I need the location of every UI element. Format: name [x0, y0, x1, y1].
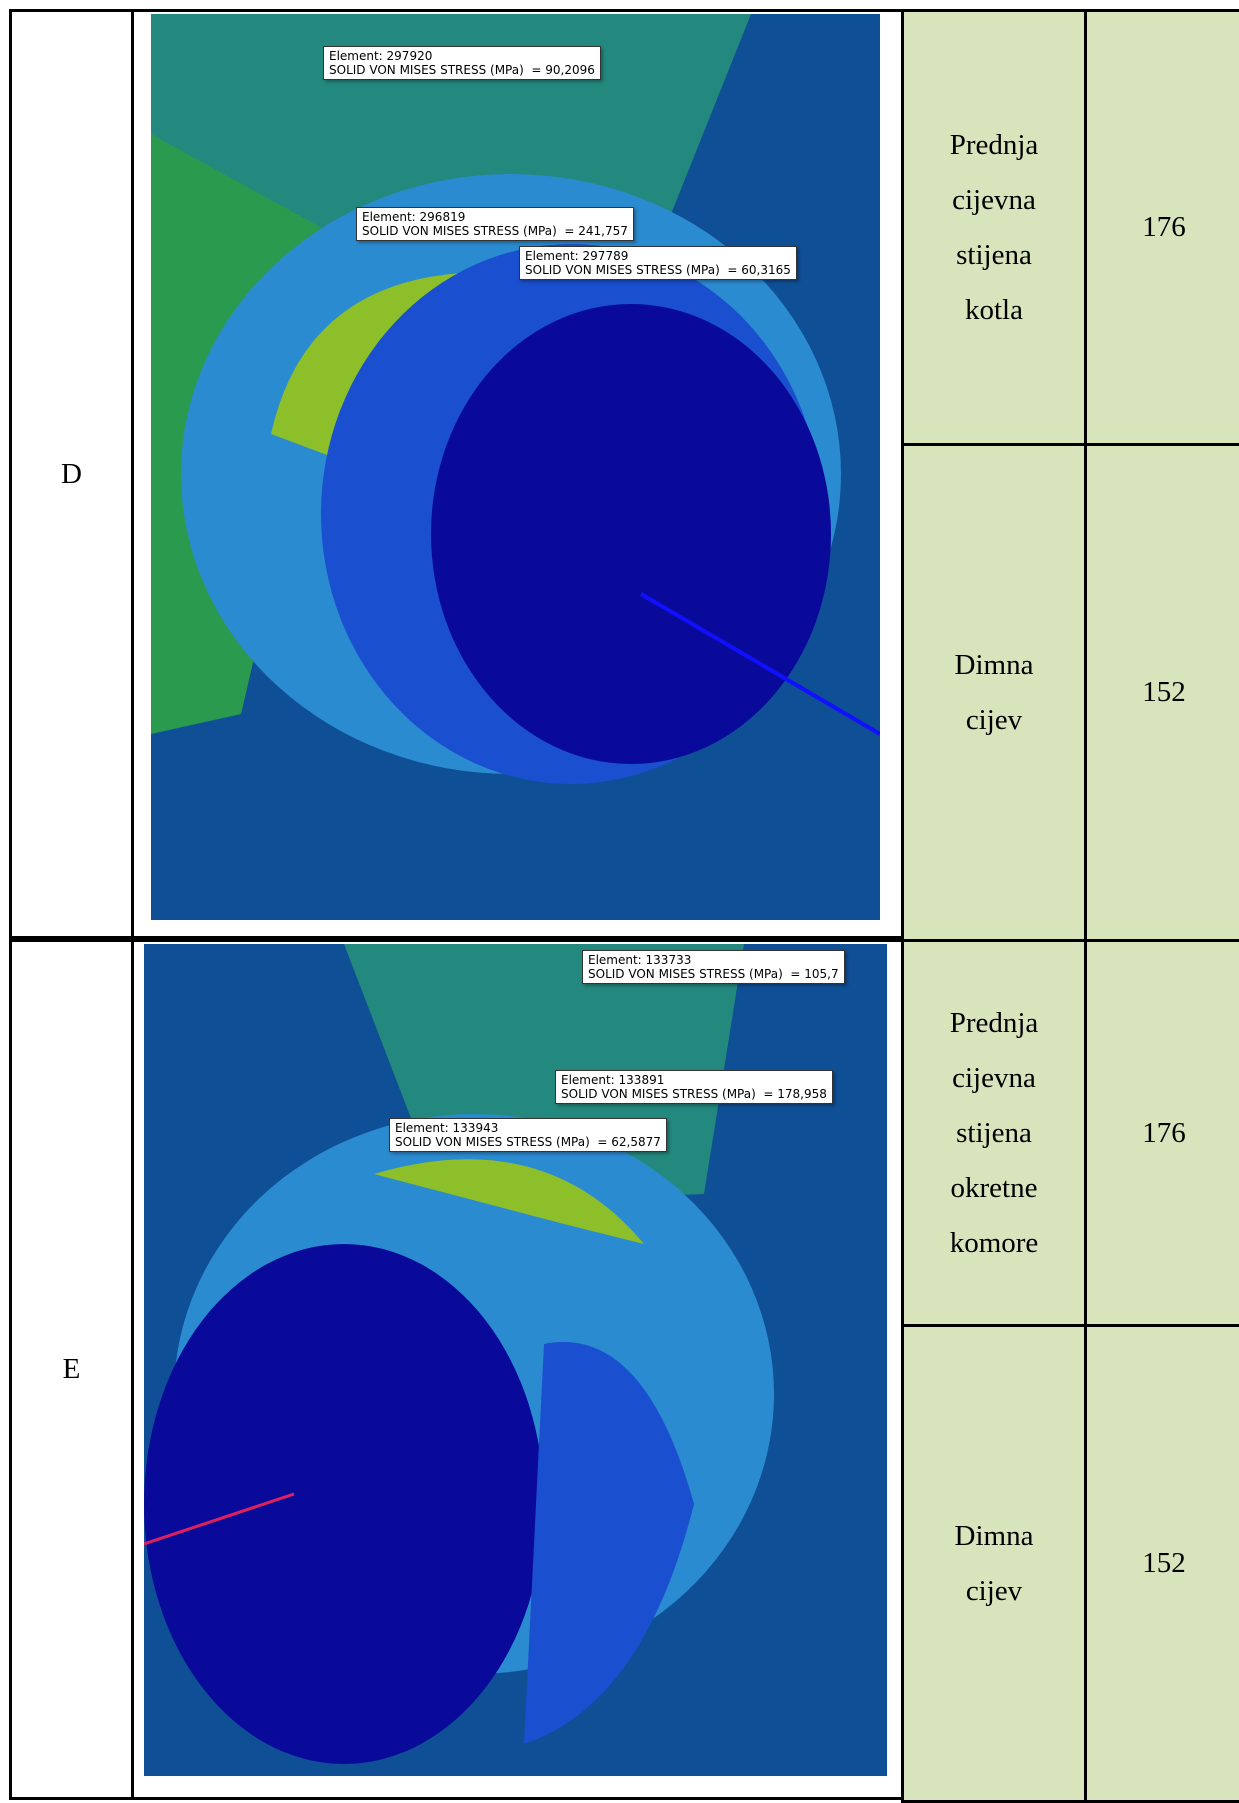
callout-element: Element: 133891 — [561, 1073, 665, 1087]
row-label: D — [9, 9, 134, 939]
callout: Element: 297789 SOLID VON MISES STRESS (M… — [519, 246, 797, 280]
callout-stress: SOLID VON MISES STRESS (MPa) = 90,2096 — [329, 63, 595, 77]
callout: Element: 133733 SOLID VON MISES STRESS (M… — [582, 950, 845, 984]
part-cell: Prednja cijevna stijena kotla — [901, 9, 1087, 446]
callout-stress: SOLID VON MISES STRESS (MPa) = 60,3165 — [525, 263, 791, 277]
part-name: Prednja cijevna stijena kotla — [949, 128, 1039, 326]
callout-element: Element: 296819 — [362, 210, 466, 224]
part-value: 176 — [1084, 9, 1239, 446]
row-label: E — [9, 939, 134, 1800]
part-value: 152 — [1084, 1324, 1239, 1803]
fea-render — [144, 944, 887, 1776]
fea-image — [144, 944, 887, 1776]
callout-stress: SOLID VON MISES STRESS (MPa) = 241,757 — [362, 224, 628, 238]
callout-element: Element: 133733 — [588, 953, 692, 967]
part-cell: Dimna cijev — [901, 443, 1087, 942]
callout-element: Element: 297789 — [525, 249, 629, 263]
part-name: Dimna cijev — [954, 1519, 1034, 1607]
callout: Element: 133891 SOLID VON MISES STRESS (M… — [555, 1070, 833, 1104]
part-cell: Dimna cijev — [901, 1324, 1087, 1803]
callout-element: Element: 297920 — [329, 49, 433, 63]
fea-render — [151, 14, 880, 920]
callout-stress: SOLID VON MISES STRESS (MPa) = 62,5877 — [395, 1135, 661, 1149]
part-name: Prednja cijevna stijena okretne komore — [949, 1006, 1039, 1259]
fea-image — [151, 14, 880, 920]
callout: Element: 296819 SOLID VON MISES STRESS (M… — [356, 207, 634, 241]
callout: Element: 133943 SOLID VON MISES STRESS (M… — [389, 1118, 667, 1152]
callout-element: Element: 133943 — [395, 1121, 499, 1135]
callout: Element: 297920 SOLID VON MISES STRESS (M… — [323, 46, 601, 80]
part-cell: Prednja cijevna stijena okretne komore — [901, 939, 1087, 1327]
part-value: 152 — [1084, 443, 1239, 942]
callout-stress: SOLID VON MISES STRESS (MPa) = 105,7 — [588, 967, 839, 981]
part-name: Dimna cijev — [954, 648, 1034, 736]
part-value: 176 — [1084, 939, 1239, 1327]
callout-stress: SOLID VON MISES STRESS (MPa) = 178,958 — [561, 1087, 827, 1101]
